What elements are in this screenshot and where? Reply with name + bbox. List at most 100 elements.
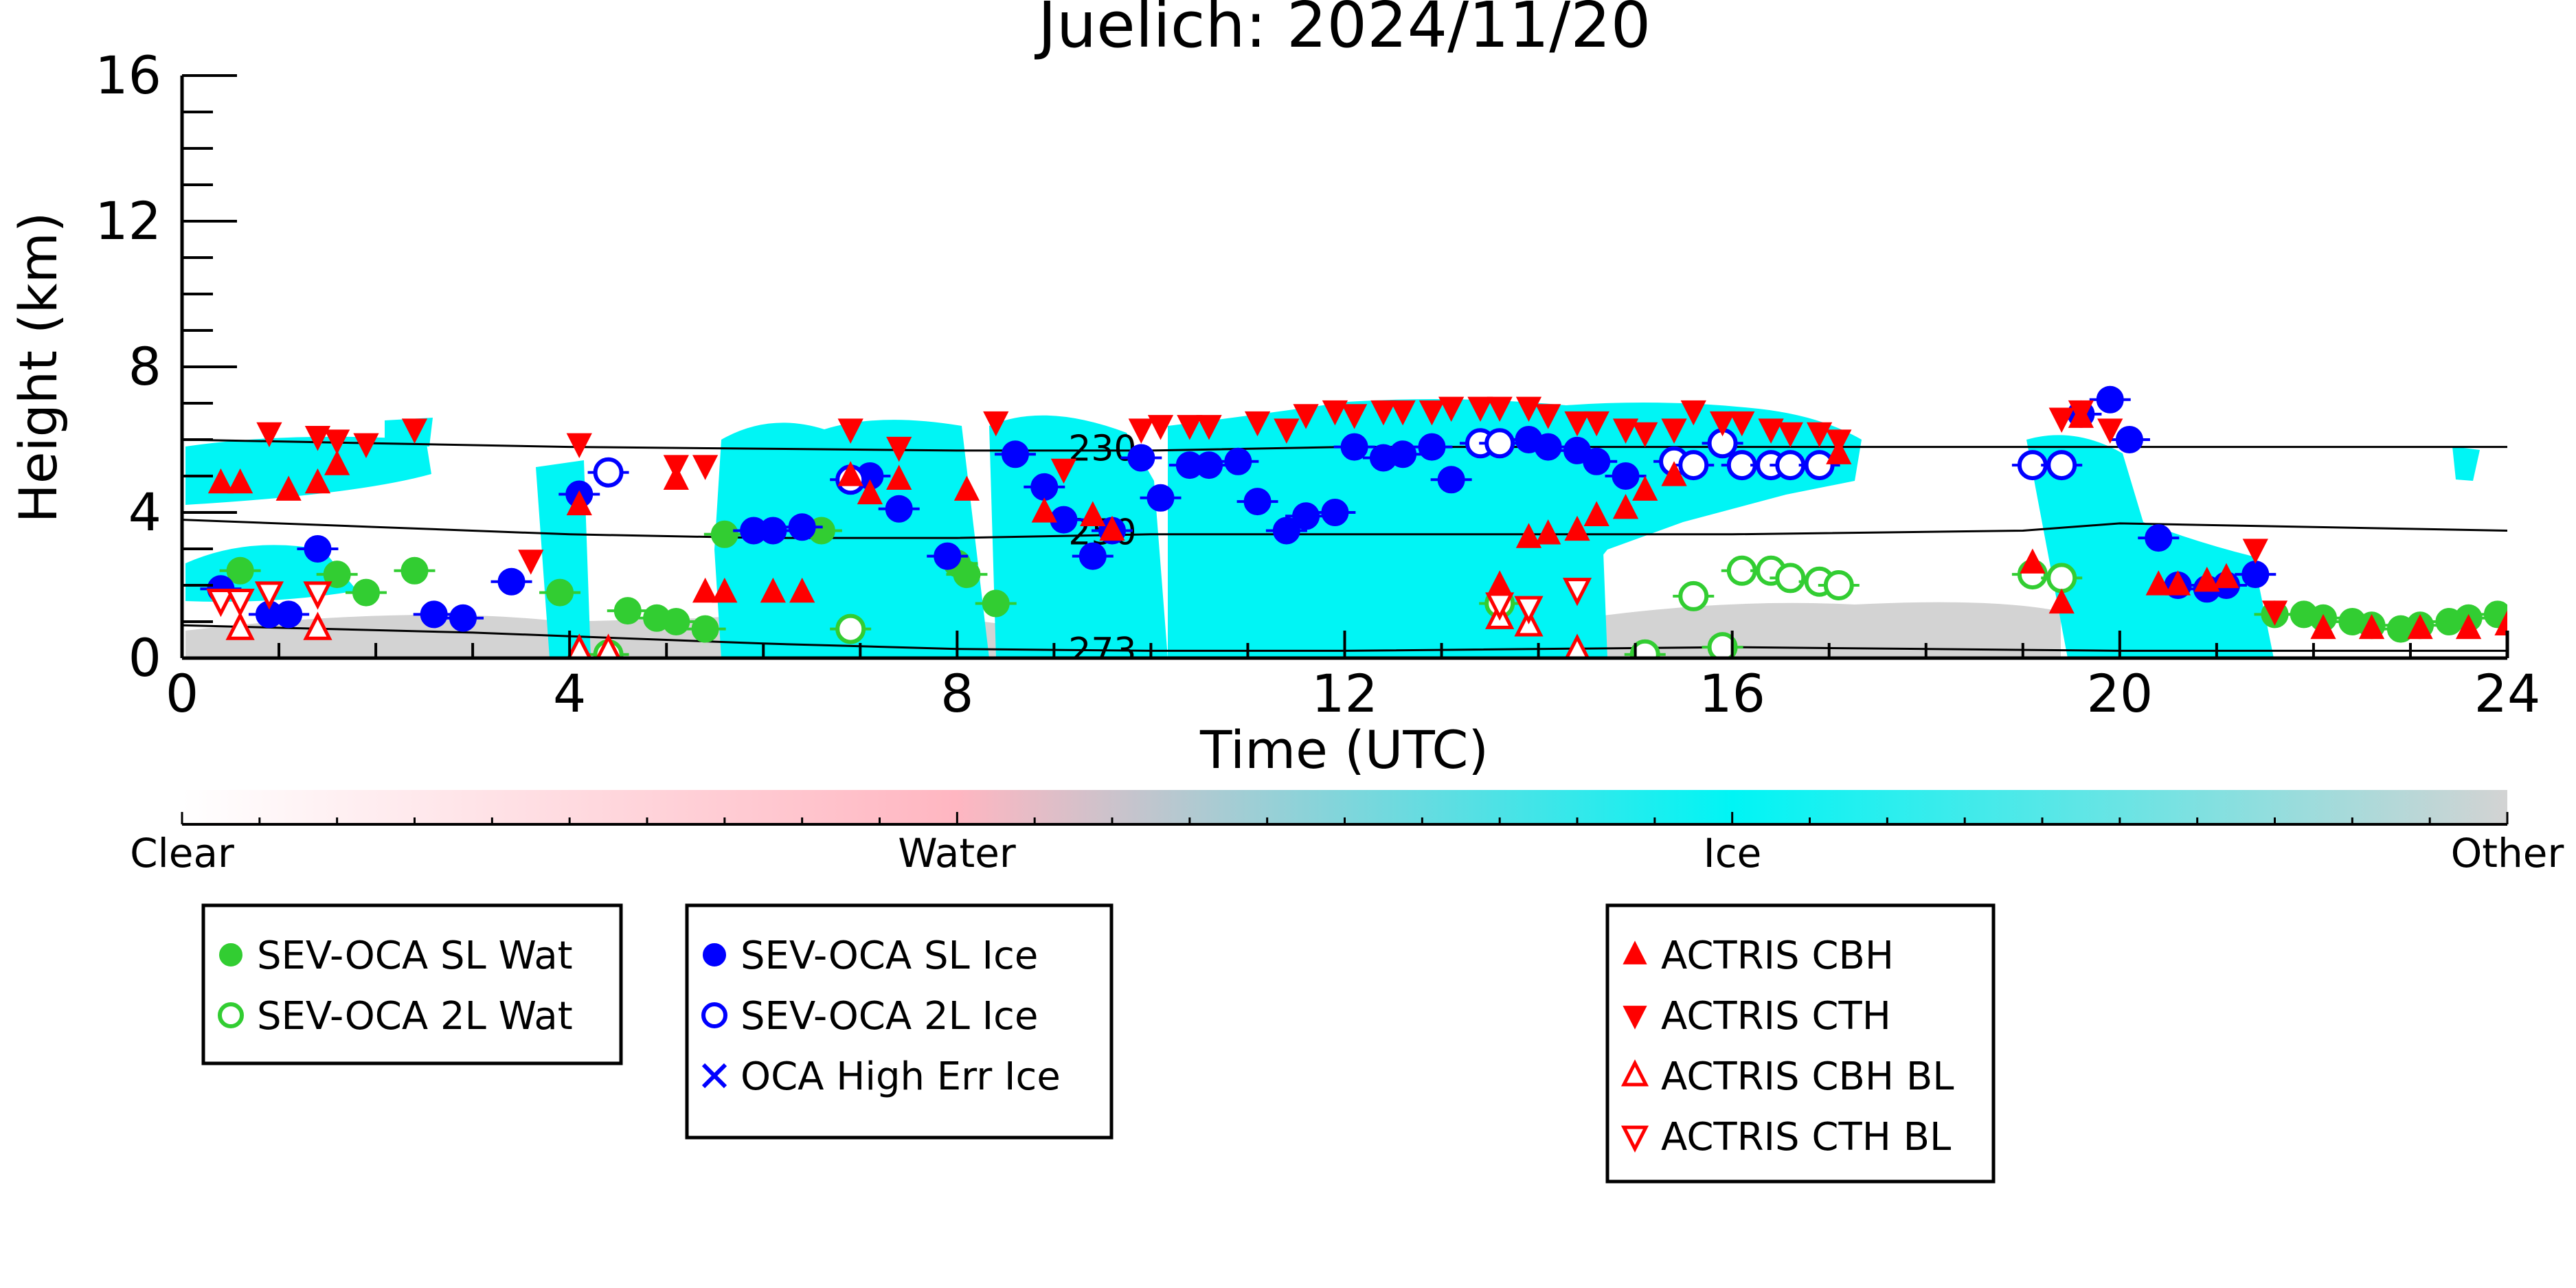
data-point <box>1177 415 1203 440</box>
legend-box-3: ACTRIS CBH ACTRIS CTH ACTRIS CBH BL ACTRIS … <box>1605 903 1996 1184</box>
data-point <box>1243 488 1272 516</box>
data-point <box>1678 450 1709 481</box>
legend-label: ACTRIS CTH BL <box>1661 1115 1951 1160</box>
data-point <box>1661 418 1687 444</box>
series-actris-cth <box>256 396 2288 626</box>
data-point <box>2455 613 2482 640</box>
data-point <box>1661 461 1687 486</box>
data-point <box>1341 404 1368 429</box>
data-point <box>1535 404 1561 429</box>
data-point <box>1030 473 1059 501</box>
y-axis-label: Height (km) <box>8 212 69 523</box>
data-point <box>1127 444 1155 472</box>
data-point <box>886 464 912 490</box>
data-point <box>1078 542 1107 570</box>
data-point <box>518 550 544 575</box>
data-point <box>953 561 981 589</box>
data-point <box>1195 451 1223 479</box>
data-point <box>566 490 592 516</box>
data-point <box>2261 600 2288 626</box>
x-tick-label: 12 <box>1311 663 1378 724</box>
data-point <box>1293 404 1319 429</box>
legend-marker <box>701 1063 727 1089</box>
data-point <box>2241 561 2270 589</box>
data-point <box>303 581 332 610</box>
legend-box-1: SEV-OCA SL Wat SEV-OCA 2L Wat <box>201 903 623 1065</box>
data-point <box>953 475 980 501</box>
data-point <box>1274 418 1300 444</box>
data-point <box>1564 515 1590 541</box>
data-point <box>1709 411 1736 437</box>
data-point <box>1563 633 1591 659</box>
data-point <box>1775 563 1806 594</box>
chart-title: Juelich: 2024/11/20 <box>1035 0 1651 62</box>
data-point <box>1583 447 1611 475</box>
data-point <box>835 613 866 644</box>
data-point <box>1777 422 1803 448</box>
legend-marker <box>1620 1125 1649 1153</box>
data-point <box>2494 610 2507 635</box>
data-point <box>1612 493 1639 519</box>
data-point <box>691 615 719 643</box>
data-point <box>837 418 863 444</box>
x-tick-label: 20 <box>2086 663 2153 724</box>
data-point <box>1487 396 1513 422</box>
data-point <box>1321 499 1349 526</box>
data-point <box>1031 497 1057 523</box>
data-point <box>857 479 883 505</box>
data-point <box>1080 501 1106 526</box>
series-actris-cbh-bl <box>225 600 1591 659</box>
x-tick-label: 16 <box>1699 663 1765 724</box>
legends: SEV-OCA SL Wat SEV-OCA 2L Wat SEV-OCA SL I… <box>201 903 1996 1184</box>
data-point <box>1196 415 1222 440</box>
data-point <box>1564 411 1590 437</box>
data-point <box>566 433 592 459</box>
data-point <box>2242 539 2268 564</box>
series-actris-cbh <box>207 403 2507 640</box>
data-point <box>1632 422 1658 448</box>
data-point <box>1562 578 1592 607</box>
data-point <box>566 633 593 659</box>
legend-label: ACTRIS CTH <box>1661 994 1891 1039</box>
data-point <box>710 520 738 548</box>
data-point <box>1147 415 1174 440</box>
data-point <box>206 589 236 618</box>
data-point <box>226 556 254 585</box>
legend-label: OCA High Err Ice <box>741 1054 1061 1099</box>
data-point <box>1389 440 1417 468</box>
data-point <box>275 600 303 629</box>
data-point <box>692 455 719 480</box>
legend-marker <box>218 1002 244 1028</box>
data-point <box>2046 450 2077 481</box>
series-actris-cth-bl <box>206 578 1592 624</box>
data-point <box>449 604 477 632</box>
data-point <box>1438 396 1465 422</box>
data-point <box>1515 523 1542 548</box>
data-point <box>2048 407 2075 433</box>
x-tick-label: 4 <box>553 663 586 724</box>
data-point <box>227 468 253 494</box>
y-tick-label: 8 <box>128 336 161 397</box>
data-point <box>593 457 624 488</box>
data-point <box>1632 475 1658 501</box>
phase-colorbar: Clear Water Ice Other <box>130 790 2564 877</box>
data-point <box>759 517 787 545</box>
data-point <box>1050 458 1077 484</box>
data-point <box>2145 570 2171 596</box>
data-point <box>1244 411 1271 437</box>
data-point <box>1583 411 1609 437</box>
data-point <box>1806 422 1833 448</box>
data-point <box>1534 433 1562 461</box>
data-point <box>207 468 234 494</box>
data-point <box>1224 447 1252 475</box>
colorbar-label-clear: Clear <box>130 830 234 877</box>
data-point <box>2483 600 2507 629</box>
data-point <box>2145 524 2173 552</box>
data-point <box>1340 433 1368 461</box>
data-point <box>788 513 816 541</box>
colorbar-label-water: Water <box>898 830 1016 877</box>
legend-frame <box>1605 903 1996 1184</box>
data-point <box>663 455 689 480</box>
data-point <box>1707 632 1738 659</box>
data-point <box>352 578 380 607</box>
